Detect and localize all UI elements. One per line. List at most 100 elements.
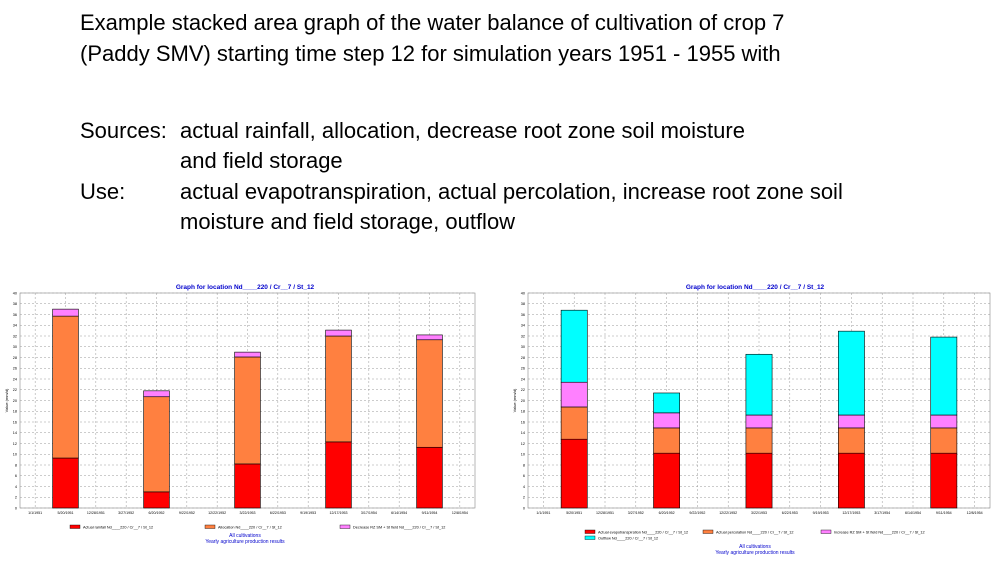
bar-segment [653,412,680,429]
y-tick-label: 12 [13,442,17,446]
x-tick-label: 3/27/1952 [628,511,644,515]
sources-label: Sources: [80,118,167,143]
y-tick-label: 16 [521,420,525,424]
legend-label: Actual rainfall Nd____220 / Cr__7 / St_1… [83,525,153,529]
bar-segment [325,441,352,509]
y-tick-label: 32 [13,334,17,338]
y-tick-label: 22 [521,388,525,392]
bar-segment [653,392,680,414]
x-tick-label: 9/19/1953 [813,511,829,515]
y-tick-label: 0 [523,506,525,510]
x-tick-label: 9/19/1953 [300,511,316,515]
bar-segment [930,427,958,454]
y-tick-label: 30 [521,345,525,349]
x-tick-label: 12/17/1953 [842,511,860,515]
bar-segment [930,414,958,429]
x-tick-label: 6/14/1954 [391,511,407,515]
y-tick-label: 40 [521,291,525,295]
y-tick-label: 10 [521,453,525,457]
legend-label: Outflow Nd____220 / Cr__7 / St_12 [598,536,658,540]
y-tick-label: 2 [15,496,17,500]
y-tick-label: 30 [13,345,17,349]
bar-segment [838,427,865,454]
use-line: actual evapotranspiration, actual percol… [180,179,843,204]
legend-swatch [820,529,832,534]
legend-label: Increase RZ SM + St field Nd____220 / Cr… [834,530,925,534]
y-tick-label: 4 [523,485,525,489]
chart-footer: Yearly agriculture production results [715,550,795,556]
y-tick-label: 36 [521,313,525,317]
x-tick-label: 12/22/1952 [208,511,226,515]
bar-segment [325,329,352,337]
x-tick-label: 3/27/1952 [118,511,134,515]
x-tick-label: 12/17/1953 [330,511,348,515]
y-tick-label: 16 [13,420,17,424]
y-tick-label: 14 [13,431,17,435]
bar-segment [560,381,588,408]
bar-segment [560,406,588,440]
y-tick-label: 14 [521,431,525,435]
y-tick-label: 34 [521,324,525,328]
sources-line: and field storage [180,148,343,173]
bar-segment [745,414,773,429]
x-tick-label: 3/22/1953 [751,511,767,515]
x-tick-label: 5/20/1951 [58,511,74,515]
legend-label: Actual evapotranspiration Nd____220 / Cr… [598,530,688,534]
chart-title: Graph for location Nd____220 / Cr__7 / S… [176,284,315,291]
legend-swatch [204,524,216,529]
bar-segment [745,353,773,416]
legend-swatch [69,524,81,529]
x-tick-label: 3/22/1953 [240,511,256,515]
bar-segment [234,351,261,358]
chart-footer: All cultivations [229,533,261,539]
legend-swatch [702,529,714,534]
y-tick-label: 18 [521,410,525,414]
y-tick-label: 24 [13,377,17,381]
bar-segment [143,396,170,493]
y-tick-label: 26 [13,367,17,371]
bar-segment [416,339,443,448]
x-tick-label: 6/14/1954 [905,511,921,515]
legend-label: Decrease RZ SM + St field Nd____220 / Cr… [353,525,445,529]
y-tick-label: 28 [521,356,525,360]
bar-segment [838,330,865,416]
x-tick-label: 1/1/1951 [536,511,550,515]
x-tick-label: 6/20/1952 [659,511,675,515]
bar-segment [143,491,170,509]
bar-segment [930,452,958,509]
bar-segment [653,427,680,454]
chart-title: Graph for location Nd____220 / Cr__7 / S… [686,284,825,291]
legend-swatch [584,535,596,540]
x-tick-label: 9/22/1952 [179,511,195,515]
x-tick-label: 6/20/1952 [149,511,165,515]
x-tick-label: 9/22/1952 [689,511,705,515]
bar-segment [653,452,680,509]
y-tick-label: 6 [523,474,525,478]
y-tick-label: 8 [15,463,17,467]
x-tick-label: 12/22/1952 [719,511,737,515]
x-tick-label: 9/11/1954 [936,511,952,515]
bar-segment [52,457,79,509]
y-tick-label: 26 [521,367,525,371]
legend-label: Actual percolation Nd____220 / Cr__7 / S… [716,530,793,534]
x-tick-label: 6/22/1953 [782,511,798,515]
y-tick-label: 8 [523,463,525,467]
bar-segment [416,334,443,341]
heading-line: Example stacked area graph of the water … [80,10,785,35]
y-tick-label: 12 [521,442,525,446]
y-tick-label: 2 [523,496,525,500]
bar-segment [52,308,79,317]
bar-segment [234,356,261,465]
heading-line: (Paddy SMV) starting time step 12 for si… [80,41,781,66]
legend-swatch [584,529,596,534]
y-tick-label: 22 [13,388,17,392]
x-tick-label: 6/22/1953 [270,511,286,515]
x-tick-label: 12/8/1954 [967,511,983,515]
x-tick-label: 12/28/1951 [87,511,105,515]
bar-segment [416,446,443,509]
sources-line: actual rainfall, allocation, decrease ro… [180,118,745,143]
x-tick-label: 12/8/1954 [452,511,468,515]
bar-segment [143,390,170,398]
